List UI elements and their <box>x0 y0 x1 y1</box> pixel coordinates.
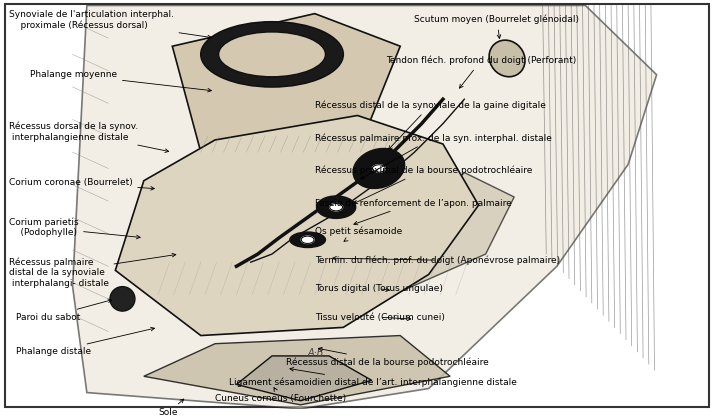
Text: Récessus distal de la bourse podotrochléaire: Récessus distal de la bourse podotrochle… <box>286 347 489 367</box>
Text: Ligament sésamoidien distal de l’art. interphalangienne distale: Ligament sésamoidien distal de l’art. in… <box>230 367 517 387</box>
Ellipse shape <box>201 22 343 87</box>
Text: Synoviale de l'articulation interphal.
    proximale (Récessus dorsal): Synoviale de l'articulation interphal. p… <box>9 10 212 39</box>
Text: Os petit sésamoide: Os petit sésamoide <box>315 227 402 241</box>
Ellipse shape <box>110 287 135 311</box>
Text: Phalange moyenne: Phalange moyenne <box>30 70 212 92</box>
Circle shape <box>373 165 385 172</box>
Ellipse shape <box>290 232 325 247</box>
Text: Récessus distal de la synoviale de la gaine digitale: Récessus distal de la synoviale de la ga… <box>315 101 546 150</box>
Polygon shape <box>172 14 400 152</box>
Polygon shape <box>115 115 478 336</box>
Text: Corium coronae (Bourrelet): Corium coronae (Bourrelet) <box>9 178 154 190</box>
Text: Fascia de renforcement de l’apon. palmaire: Fascia de renforcement de l’apon. palmai… <box>315 199 511 225</box>
Text: Récessus dorsal de la synov.
 interphalangienne distale: Récessus dorsal de la synov. interphalan… <box>9 122 169 153</box>
Text: Récessus proximal de la bourse podotrochléaire: Récessus proximal de la bourse podotroch… <box>315 166 532 204</box>
Ellipse shape <box>317 196 356 218</box>
Polygon shape <box>251 173 514 319</box>
Text: Torus digital (Torus ungulae): Torus digital (Torus ungulae) <box>315 284 443 293</box>
Polygon shape <box>73 5 656 409</box>
Ellipse shape <box>489 40 525 77</box>
Text: Phalange distale: Phalange distale <box>16 327 154 356</box>
Text: Termin. du fléch. prof. du doigt (Aponévrose palmaire): Termin. du fléch. prof. du doigt (Aponé… <box>315 255 560 265</box>
Text: Scutum moyen (Bourrelet glénoidal): Scutum moyen (Bourrelet glénoidal) <box>415 15 579 38</box>
Text: A·B: A·B <box>307 348 324 358</box>
Ellipse shape <box>219 32 325 77</box>
Circle shape <box>301 236 314 243</box>
Text: Sole: Sole <box>158 399 184 418</box>
Text: Tendon fléch. profond du doigt (Perforant): Tendon fléch. profond du doigt (Perforan… <box>386 56 576 88</box>
Text: Tissu velouté (Corium cunei): Tissu velouté (Corium cunei) <box>315 313 445 322</box>
Text: Cuneus corneus (Fourchette): Cuneus corneus (Fourchette) <box>215 387 346 403</box>
Text: Paroi du sabot: Paroi du sabot <box>16 299 112 322</box>
Text: Corium parietis
    (Podophylle): Corium parietis (Podophylle) <box>9 218 140 239</box>
Text: Récessus palmaire
distal de la synoviale
 interphalangi- distale: Récessus palmaire distal de la synoviale… <box>9 253 176 288</box>
Polygon shape <box>237 356 372 401</box>
Polygon shape <box>144 336 450 405</box>
Circle shape <box>330 204 342 211</box>
Ellipse shape <box>353 148 405 189</box>
Text: Récessus palmaire prox. de la syn. interphal. distale: Récessus palmaire prox. de la syn. inter… <box>315 133 552 179</box>
